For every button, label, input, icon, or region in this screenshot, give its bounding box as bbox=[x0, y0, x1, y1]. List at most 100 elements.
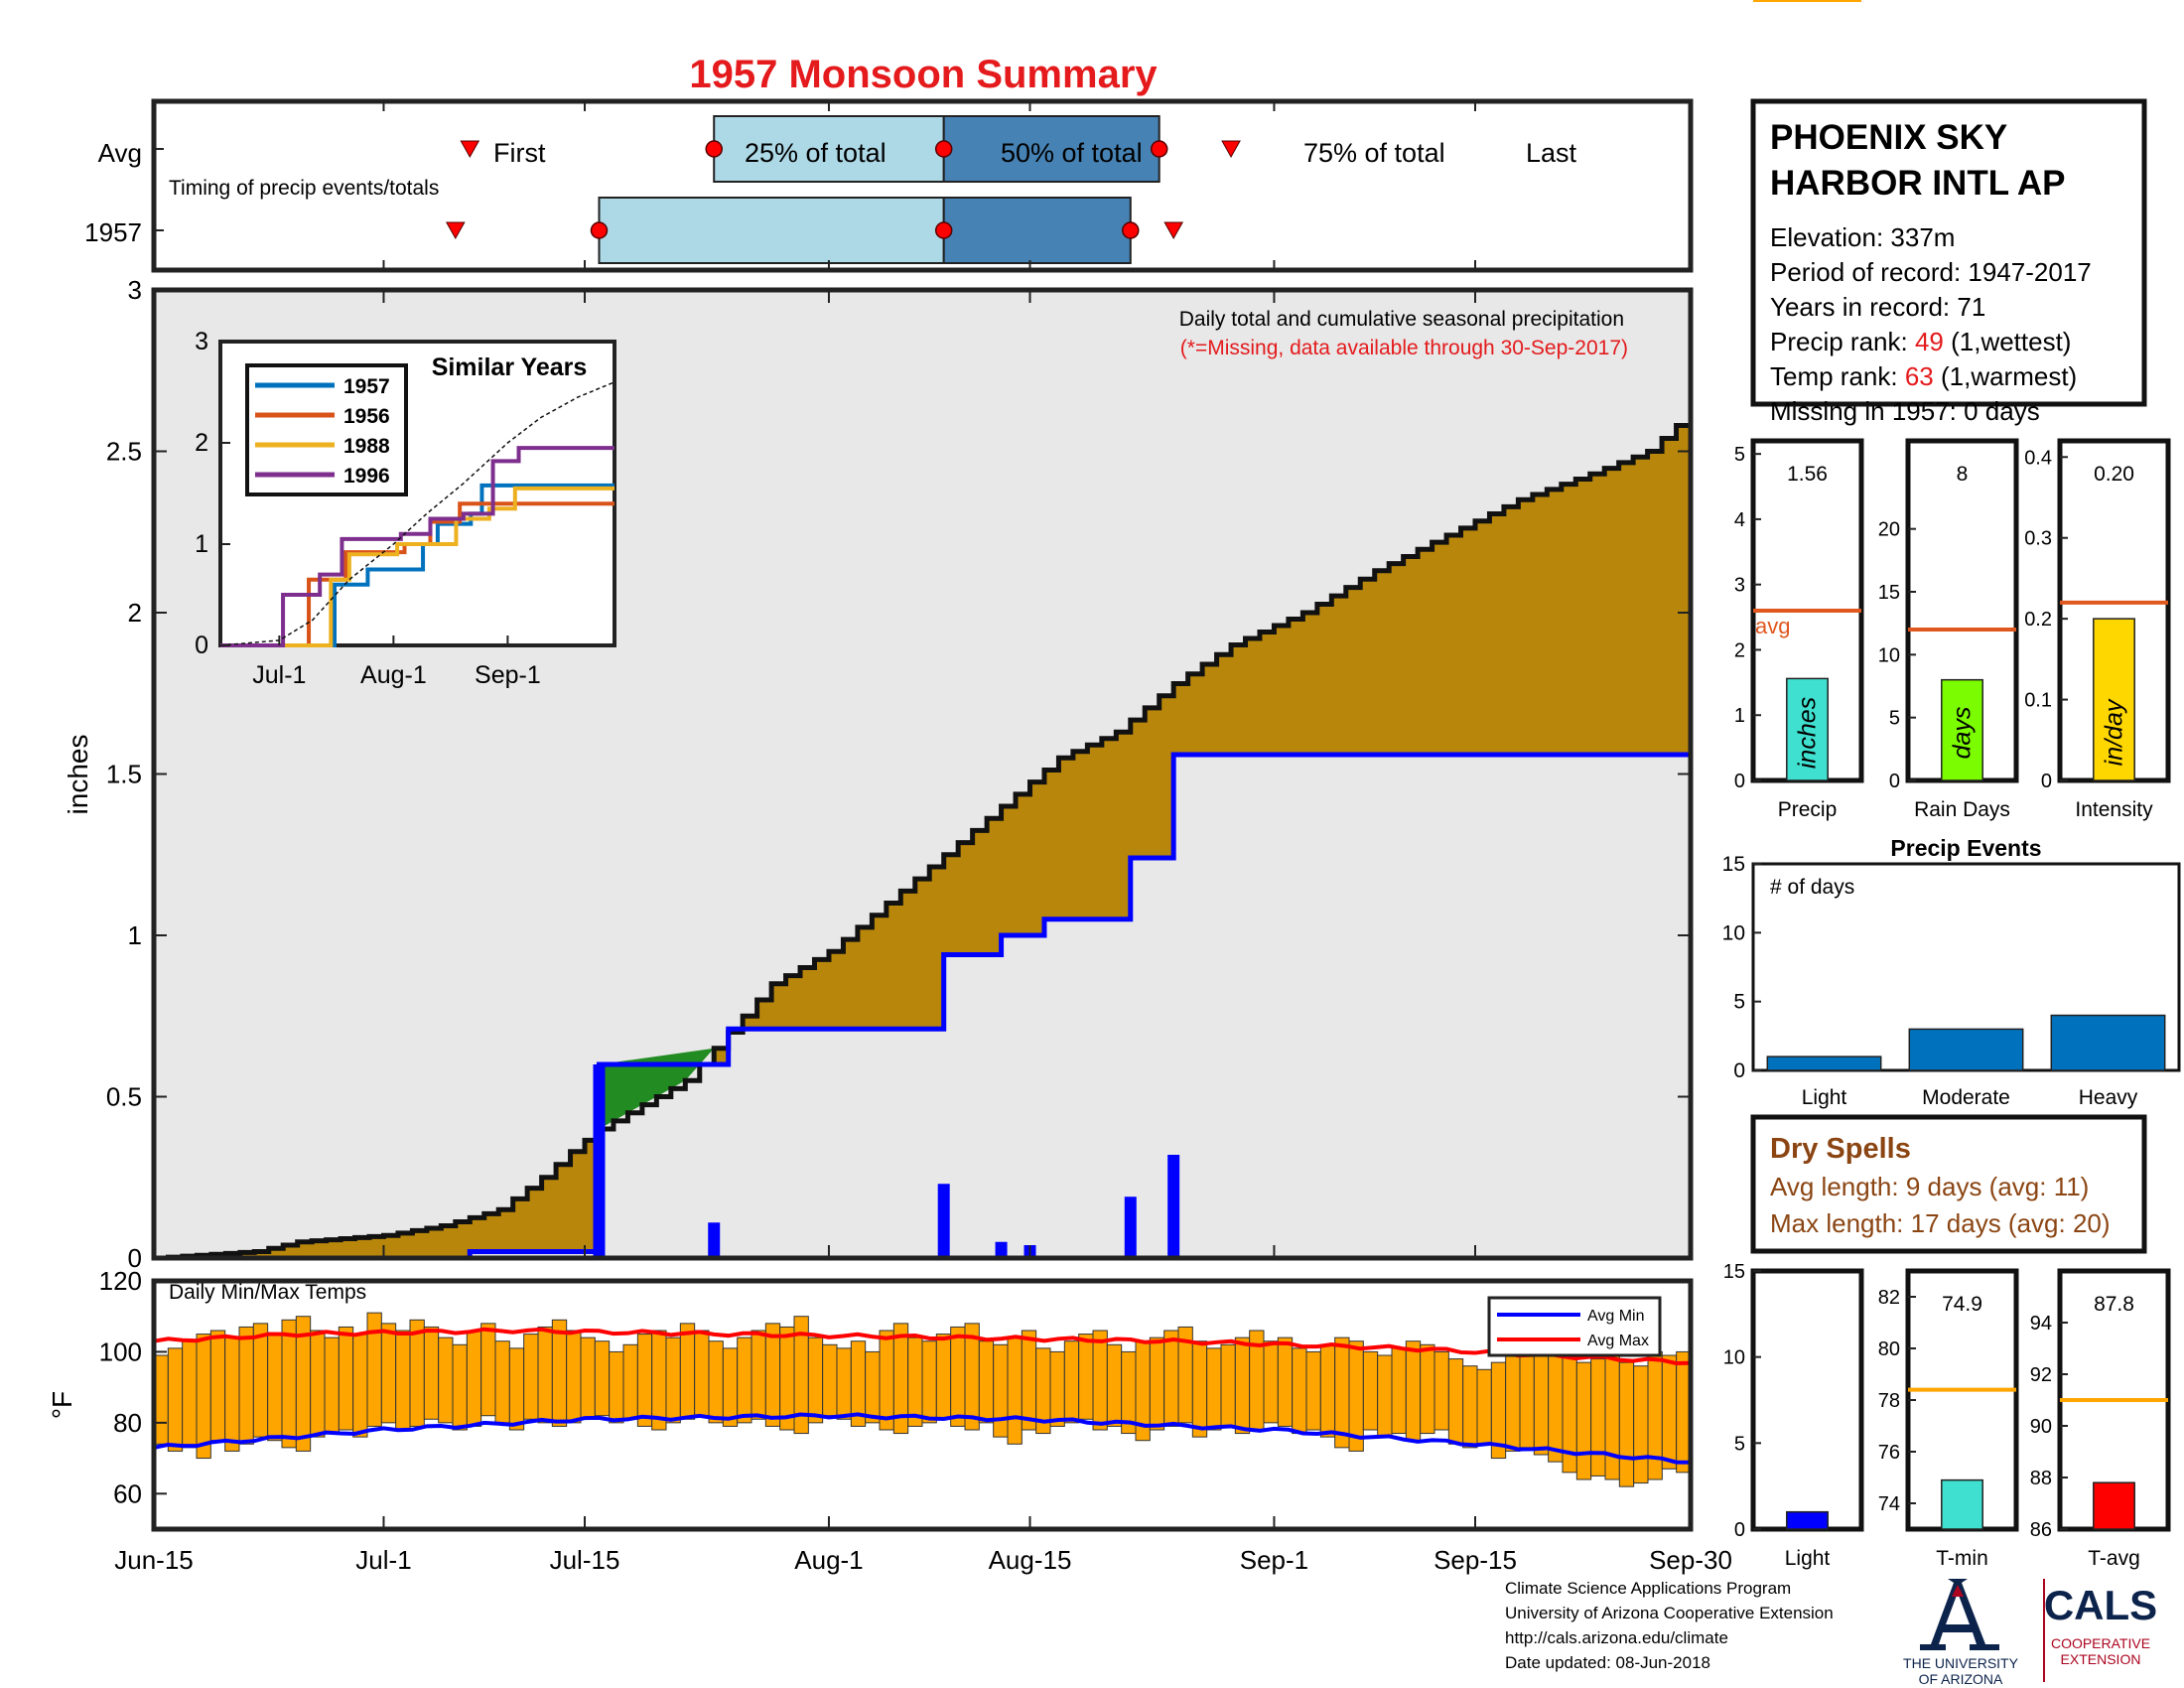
temp-bar-60 bbox=[1007, 1336, 1023, 1445]
mini-ytick-label-4: 82 bbox=[1878, 1287, 1900, 1309]
mini-ytick-label-3: 0.3 bbox=[2024, 528, 2052, 550]
mini-ytick-label-3: 15 bbox=[1723, 1261, 1745, 1283]
temp-bar-25 bbox=[508, 1347, 525, 1431]
quartile-box-q50-q75-year bbox=[942, 197, 1132, 264]
mini-ytick-label-4: 20 bbox=[1878, 519, 1900, 541]
inset-ytick-label-3: 3 bbox=[195, 328, 208, 355]
temp-bar-48 bbox=[836, 1347, 852, 1420]
inset-ytick-label-1: 1 bbox=[195, 530, 208, 558]
legend-avg-min: Avg Min bbox=[1587, 1308, 1645, 1325]
mini-category-label: T-avg bbox=[2088, 1547, 2140, 1570]
inset-xtick-label-2: Sep-1 bbox=[475, 661, 541, 689]
mini-chart-t-avg: 86 88 90 92 94 87.8 T-avg bbox=[2030, 1268, 2171, 1570]
dry-spells-max-length: Max length: 17 days (avg: 20) bbox=[1770, 1208, 2111, 1238]
inset-line-1996 bbox=[220, 446, 614, 647]
mini-ytick-label-2: 10 bbox=[1723, 1347, 1745, 1369]
footer: Climate Science Applications Program Uni… bbox=[1505, 1579, 1834, 1672]
temp-bar-29 bbox=[566, 1330, 582, 1424]
mini-ytick-label-3: 3 bbox=[1734, 575, 1745, 597]
mini-category-label: Intensity bbox=[2075, 798, 2153, 821]
temp-bar-22 bbox=[466, 1330, 482, 1427]
inset-xtick-label-0: Jul-1 bbox=[252, 661, 306, 689]
temp-bar-17 bbox=[395, 1330, 411, 1431]
mini-chart-t-min: 74 76 78 80 82 74.9 T-min bbox=[1878, 1268, 2019, 1570]
mini-ytick-label-1: 1 bbox=[1734, 705, 1745, 727]
mini-ytick-label-3: 80 bbox=[1878, 1338, 1900, 1360]
mini-value-bar bbox=[1786, 1510, 1829, 1530]
year-cumulative-line bbox=[154, 752, 1691, 1261]
station-info-box: PHOENIX SKY HARBOR INTL AP Elevation: 33… bbox=[1750, 98, 2147, 426]
temp-bar-55 bbox=[935, 1334, 952, 1420]
temps-ytick-label-2: 100 bbox=[99, 1336, 142, 1366]
mini-value-bar bbox=[2093, 1481, 2135, 1530]
ua-a-mark bbox=[1920, 1579, 1999, 1650]
mini-ytick-label-0: 74 bbox=[1878, 1493, 1900, 1515]
temp-bar-81 bbox=[1305, 1350, 1321, 1431]
events-bar-light bbox=[1766, 1055, 1882, 1071]
mini-frame bbox=[1750, 1268, 1864, 1532]
inset-xtick-label-1: Aug-1 bbox=[360, 661, 427, 689]
mini-ytick-label-4: 4 bbox=[1734, 509, 1745, 531]
mini-category-label: Precip bbox=[1778, 798, 1838, 821]
temp-bar-89 bbox=[1420, 1343, 1435, 1435]
x-tick-label-7: Sep-30 bbox=[1649, 1545, 1732, 1575]
temp-bar-91 bbox=[1447, 1358, 1464, 1445]
summary-bar-charts: 0 1 2 3 4 5 avg 1.56 inches Precip 0 5 10 15 20 8 days Ra… bbox=[1722, 0, 2181, 1570]
date-x-ticks: Jun-15 Jul-1 Jul-15 Aug-1 Aug-15 Sep-1 Sep-15 S… bbox=[114, 1516, 1732, 1575]
temps-ytick-label-0: 60 bbox=[113, 1478, 142, 1508]
temp-bar-70 bbox=[1149, 1336, 1165, 1431]
temp-bar-31 bbox=[594, 1340, 611, 1417]
station-frame bbox=[1750, 98, 2147, 407]
x-tick-label-2: Jul-15 bbox=[550, 1545, 620, 1575]
inset-legend-label-1956: 1956 bbox=[343, 405, 390, 428]
temp-bar-66 bbox=[1092, 1330, 1108, 1431]
temp-bar-37 bbox=[679, 1323, 696, 1420]
ua-logo-line1: THE UNIVERSITY bbox=[1903, 1655, 2019, 1671]
main-y-ticks: 0 0.5 1 1.5 2 2.5 3 bbox=[106, 275, 1692, 1273]
footer-line1: Climate Science Applications Program bbox=[1505, 1579, 1791, 1598]
main-ytick-label-1: 0.5 bbox=[106, 1082, 142, 1112]
events-bar-heavy bbox=[2050, 1014, 2166, 1071]
temp-bar-24 bbox=[494, 1340, 510, 1424]
mini-ytick-label-1: 0.1 bbox=[2024, 690, 2052, 712]
daily-precip-bar-6 bbox=[1167, 1155, 1180, 1258]
temp-bar-28 bbox=[551, 1319, 568, 1427]
daily-precip-bar-0 bbox=[593, 1064, 606, 1258]
timing-last-label: Last bbox=[1526, 138, 1577, 168]
mini-value-bar bbox=[1786, 677, 1829, 781]
cals-logo: CALS COOPERATIVE EXTENSION bbox=[2044, 1582, 2157, 1667]
timing-row-avg-label: Avg bbox=[98, 138, 142, 168]
main-ytick-label-3: 1.5 bbox=[106, 760, 142, 789]
inset-title: Similar Years bbox=[432, 353, 588, 381]
inset-line-1988 bbox=[220, 486, 614, 647]
main-ytick-label-0: 0 bbox=[128, 1243, 142, 1273]
temp-bar-51 bbox=[879, 1330, 894, 1431]
footer-line2: University of Arizona Cooperative Extens… bbox=[1505, 1604, 1834, 1622]
temp-bar-33 bbox=[622, 1343, 638, 1420]
inset-avg-line bbox=[219, 381, 615, 646]
inset-ytick-label-2: 2 bbox=[195, 429, 208, 457]
x-tick-label-0: Jun-15 bbox=[114, 1545, 194, 1575]
mini-chart-rain-days: 0 5 10 15 20 8 days Rain Days bbox=[1878, 438, 2019, 821]
mini-ytick-label-2: 2 bbox=[1734, 639, 1745, 661]
events-bar-moderate bbox=[1908, 1028, 2024, 1071]
station-years: Years in record: 71 bbox=[1770, 292, 1985, 322]
mini-value-bar bbox=[1941, 1478, 1983, 1530]
last-event-marker-year bbox=[1163, 221, 1184, 240]
station-temp-rank: Temp rank: 63 (1,warmest) bbox=[1770, 361, 2077, 391]
main-ytick-label-5: 2.5 bbox=[106, 437, 142, 467]
quartile-box-q25-q50-year bbox=[598, 197, 945, 264]
temp-bar-82 bbox=[1319, 1343, 1336, 1438]
main-ytick-label-6: 3 bbox=[128, 275, 142, 305]
temp-bar-32 bbox=[609, 1350, 624, 1424]
temp-bar-86 bbox=[1377, 1354, 1393, 1438]
temp-bar-36 bbox=[665, 1336, 681, 1424]
temp-bar-23 bbox=[480, 1323, 496, 1417]
mini-ytick-label-2: 78 bbox=[1878, 1390, 1900, 1412]
temp-bar-63 bbox=[1049, 1350, 1065, 1427]
cumulative-precip-chart: Daily total and cumulative seasonal prec… bbox=[63, 275, 1694, 1273]
temps-frame bbox=[151, 1278, 1694, 1532]
temp-bar-79 bbox=[1277, 1336, 1294, 1427]
quartile-marker-avg-2 bbox=[1150, 140, 1168, 158]
